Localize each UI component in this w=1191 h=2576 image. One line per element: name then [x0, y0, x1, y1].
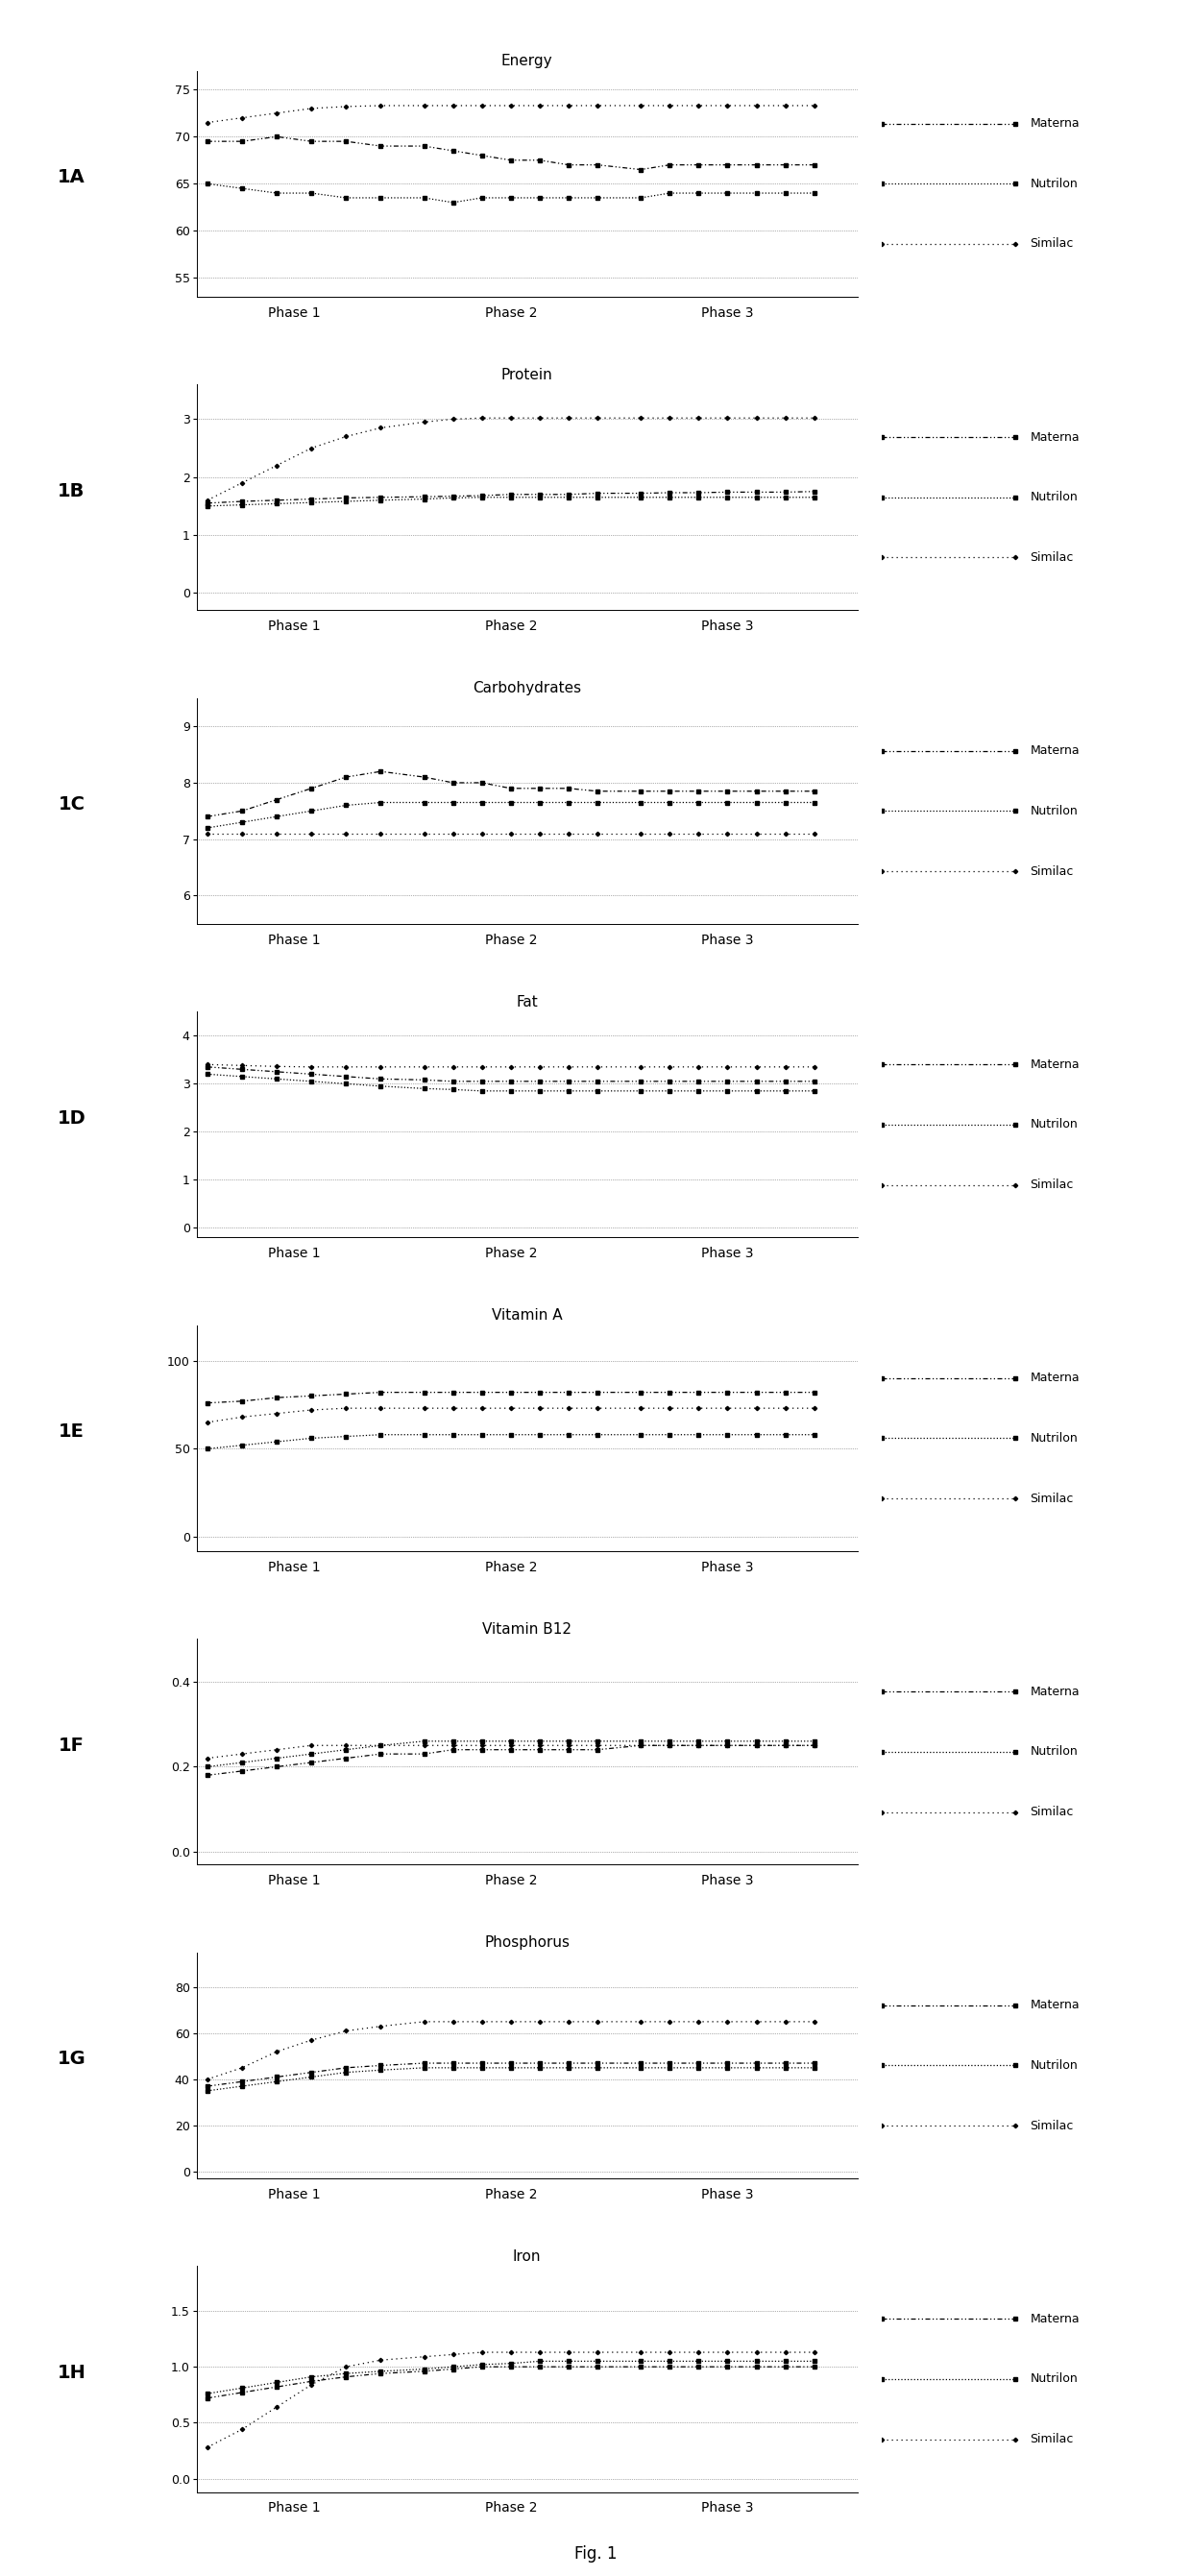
Text: Nutrilon: Nutrilon — [1030, 1747, 1078, 1757]
Text: 1B: 1B — [58, 482, 85, 500]
Text: Materna: Materna — [1030, 1685, 1080, 1698]
Text: Materna: Materna — [1030, 118, 1080, 129]
Title: Vitamin B12: Vitamin B12 — [482, 1623, 572, 1636]
Text: Materna: Materna — [1030, 1373, 1080, 1383]
Text: Fig. 1: Fig. 1 — [574, 2545, 617, 2563]
Text: Similac: Similac — [1030, 2434, 1074, 2445]
Text: Similac: Similac — [1030, 1180, 1074, 1190]
Text: 1F: 1F — [58, 1736, 85, 1754]
Text: Nutrilon: Nutrilon — [1030, 804, 1078, 817]
Text: Materna: Materna — [1030, 430, 1080, 443]
Title: Iron: Iron — [513, 2249, 541, 2264]
Text: 1A: 1A — [57, 167, 86, 185]
Text: Materna: Materna — [1030, 1999, 1080, 2012]
Text: Nutrilon: Nutrilon — [1030, 1432, 1078, 1445]
Text: Materna: Materna — [1030, 2313, 1080, 2326]
Text: Nutrilon: Nutrilon — [1030, 2058, 1078, 2071]
Title: Carbohydrates: Carbohydrates — [473, 680, 581, 696]
Title: Fat: Fat — [516, 994, 538, 1010]
Text: Materna: Materna — [1030, 1059, 1080, 1072]
Text: Nutrilon: Nutrilon — [1030, 492, 1078, 502]
Text: Nutrilon: Nutrilon — [1030, 178, 1078, 191]
Title: Vitamin A: Vitamin A — [492, 1309, 562, 1324]
Text: 1D: 1D — [57, 1110, 86, 1128]
Text: 1G: 1G — [57, 2050, 86, 2069]
Text: 1H: 1H — [57, 2365, 86, 2383]
Text: 1E: 1E — [58, 1422, 85, 1440]
Text: Similac: Similac — [1030, 2120, 1074, 2133]
Title: Phosphorus: Phosphorus — [485, 1935, 569, 1950]
Text: Nutrilon: Nutrilon — [1030, 1118, 1078, 1131]
Text: Similac: Similac — [1030, 551, 1074, 564]
Text: Materna: Materna — [1030, 744, 1080, 757]
Title: Energy: Energy — [501, 54, 553, 70]
Text: Similac: Similac — [1030, 866, 1074, 878]
Text: 1C: 1C — [58, 796, 85, 814]
Text: Similac: Similac — [1030, 1806, 1074, 1819]
Text: Nutrilon: Nutrilon — [1030, 2372, 1078, 2385]
Text: Similac: Similac — [1030, 237, 1074, 250]
Title: Protein: Protein — [501, 368, 553, 381]
Text: Similac: Similac — [1030, 1492, 1074, 1504]
